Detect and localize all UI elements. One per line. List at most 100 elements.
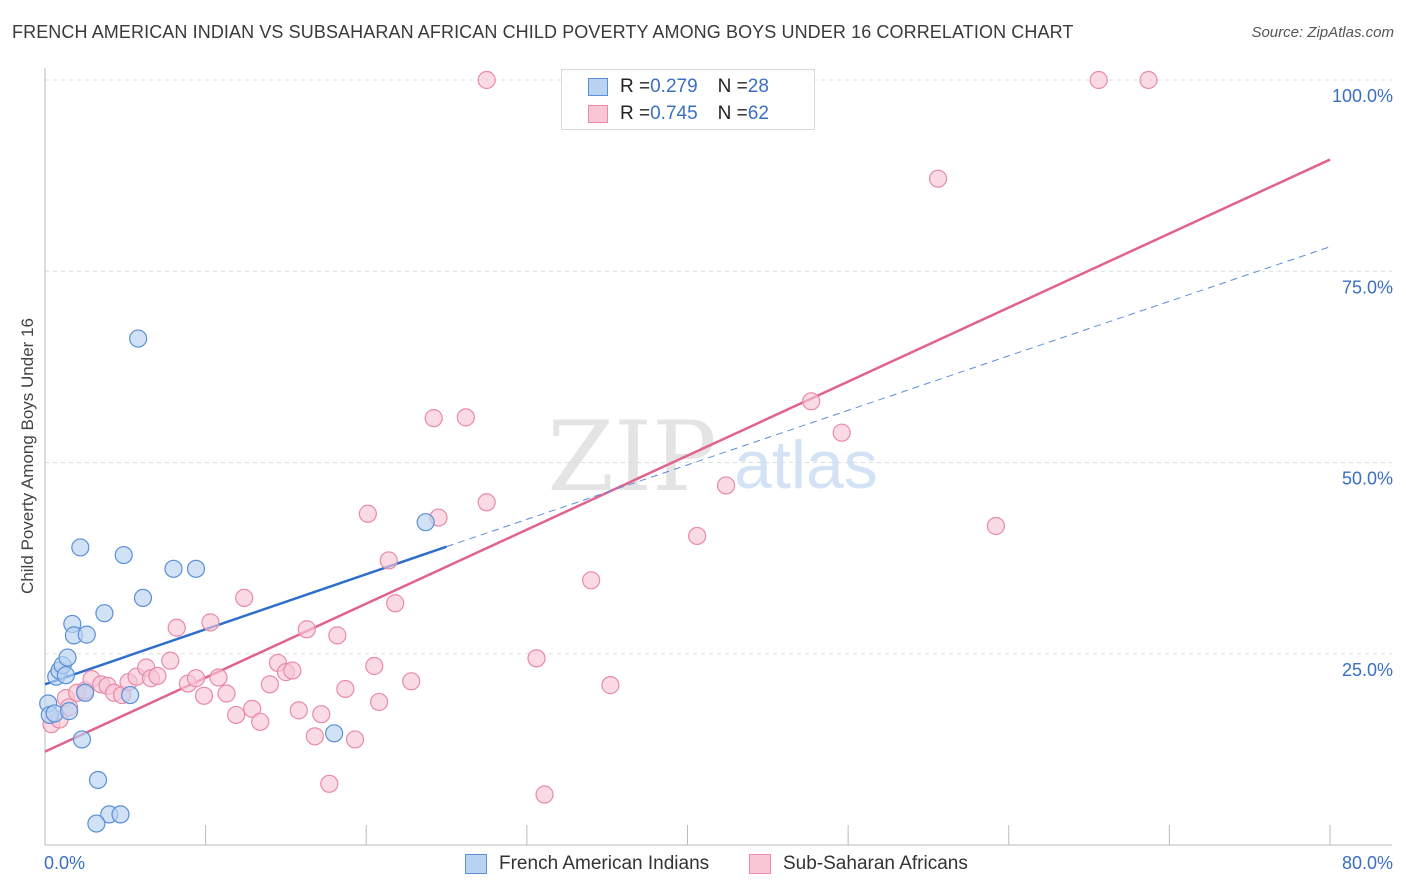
- point-french-american-indians: [88, 770, 108, 790]
- point-french-american-indians: [87, 814, 106, 833]
- point-french-american-indians: [164, 559, 183, 578]
- point-sub-saharan-africans: [370, 692, 389, 712]
- legend-n-value: 62: [747, 103, 769, 124]
- point-sub-saharan-africans: [235, 588, 254, 608]
- bottom-legend-item-french-american-indians: French American Indians: [465, 852, 709, 876]
- point-french-american-indians: [95, 604, 114, 623]
- data-points: [39, 70, 1158, 833]
- point-sub-saharan-africans: [928, 169, 948, 188]
- legend-n-label: N =: [717, 103, 748, 124]
- point-sub-saharan-africans: [477, 493, 496, 512]
- point-sub-saharan-africans: [209, 668, 228, 687]
- point-sub-saharan-africans: [527, 649, 546, 668]
- watermark-atlas: atlas: [734, 427, 878, 503]
- point-sub-saharan-africans: [283, 661, 302, 680]
- source-label: Source: ZipAtlas.com: [1251, 24, 1394, 41]
- point-french-american-indians: [121, 685, 140, 705]
- x-tick-label: 0.0%: [44, 853, 85, 873]
- point-french-american-indians: [72, 730, 92, 749]
- legend-r-value: 0.745: [650, 103, 698, 124]
- axes: [44, 68, 1392, 846]
- y-tick-label: 75.0%: [1342, 277, 1393, 297]
- point-french-american-indians: [129, 329, 148, 348]
- point-sub-saharan-africans: [365, 656, 384, 676]
- point-sub-saharan-africans: [601, 676, 620, 695]
- point-sub-saharan-africans: [161, 651, 180, 670]
- legend-r-value: 0.279: [650, 76, 698, 97]
- point-sub-saharan-africans: [260, 675, 279, 694]
- legend-box: R = 0.279 N = 28 R = 0.745 N = 62: [561, 69, 815, 130]
- tick-labels: 25.0% 50.0% 75.0% 100.0% 0.0% 80.0%: [44, 86, 1393, 873]
- point-sub-saharan-africans: [320, 774, 339, 793]
- point-sub-saharan-africans: [194, 686, 214, 705]
- point-sub-saharan-africans: [1139, 70, 1158, 90]
- point-sub-saharan-africans: [832, 423, 851, 442]
- point-sub-saharan-africans: [167, 618, 186, 637]
- point-french-american-indians: [76, 683, 95, 702]
- x-tick-label: 80.0%: [1342, 853, 1393, 873]
- legend-swatch-blue: [588, 78, 608, 96]
- legend-swatch-pink: [588, 105, 608, 123]
- point-french-american-indians: [114, 545, 133, 565]
- point-sub-saharan-africans: [424, 409, 443, 428]
- point-sub-saharan-africans: [251, 712, 270, 731]
- point-sub-saharan-africans: [582, 571, 601, 590]
- legend-n-label: N =: [717, 76, 748, 97]
- bottom-legend-swatch-blue: [465, 854, 487, 874]
- bottom-legend-item-sub-saharan-africans: Sub-Saharan Africans: [749, 852, 968, 876]
- chart-title: FRENCH AMERICAN INDIAN VS SUBSAHARAN AFR…: [12, 22, 1074, 42]
- point-sub-saharan-africans: [477, 70, 496, 90]
- point-french-american-indians: [77, 625, 96, 644]
- point-sub-saharan-africans: [688, 526, 707, 546]
- point-sub-saharan-africans: [148, 666, 167, 686]
- point-sub-saharan-africans: [297, 620, 316, 639]
- point-sub-saharan-africans: [1089, 70, 1108, 90]
- point-french-american-indians: [59, 702, 79, 721]
- legend-row-blue: R = 0.279 N = 28: [588, 75, 769, 99]
- point-sub-saharan-africans: [716, 476, 736, 495]
- point-sub-saharan-africans: [456, 408, 475, 427]
- grid-lines: [45, 79, 1392, 655]
- point-french-american-indians: [58, 648, 77, 667]
- point-sub-saharan-africans: [358, 504, 377, 523]
- point-sub-saharan-africans: [312, 705, 331, 724]
- point-sub-saharan-africans: [336, 679, 355, 699]
- point-sub-saharan-africans: [402, 672, 421, 691]
- point-sub-saharan-africans: [289, 701, 308, 720]
- point-french-american-indians: [325, 724, 344, 743]
- trend-line-french-american-indians-extension: [446, 246, 1331, 548]
- point-french-american-indians: [71, 538, 90, 557]
- point-french-american-indians: [56, 666, 75, 685]
- point-french-american-indians: [416, 513, 435, 532]
- watermark: ZIP atlas: [547, 401, 877, 513]
- trend-lines: [44, 158, 1331, 753]
- legend-r-label: R =: [620, 76, 651, 97]
- watermark-zip: ZIP: [547, 401, 716, 513]
- point-sub-saharan-africans: [227, 705, 246, 725]
- point-sub-saharan-africans: [186, 669, 206, 688]
- point-sub-saharan-africans: [986, 516, 1006, 536]
- point-sub-saharan-africans: [305, 727, 324, 746]
- legend-r-label: R =: [620, 103, 651, 124]
- legend-row-pink: R = 0.745 N = 62: [588, 102, 769, 126]
- point-sub-saharan-africans: [802, 392, 821, 411]
- trend-line-sub-saharan-africans: [44, 158, 1331, 753]
- point-french-american-indians: [133, 588, 153, 608]
- point-french-american-indians: [111, 805, 130, 824]
- bottom-legend-swatch-pink: [749, 854, 771, 874]
- point-sub-saharan-africans: [535, 785, 554, 804]
- point-sub-saharan-africans: [201, 613, 220, 632]
- point-sub-saharan-africans: [386, 594, 405, 613]
- point-french-american-indians: [186, 559, 206, 578]
- point-sub-saharan-africans: [243, 699, 262, 718]
- y-tick-label: 25.0%: [1342, 660, 1393, 680]
- bottom-legend-label: French American Indians: [499, 853, 710, 874]
- trend-line-french-american-indians: [44, 545, 447, 686]
- point-sub-saharan-africans: [328, 626, 347, 645]
- legend-n-value: 28: [747, 76, 769, 97]
- bottom-legend-label: Sub-Saharan Africans: [783, 853, 968, 874]
- y-tick-label: 50.0%: [1342, 469, 1393, 489]
- point-sub-saharan-africans: [217, 684, 236, 703]
- y-tick-label: 100.0%: [1332, 86, 1393, 106]
